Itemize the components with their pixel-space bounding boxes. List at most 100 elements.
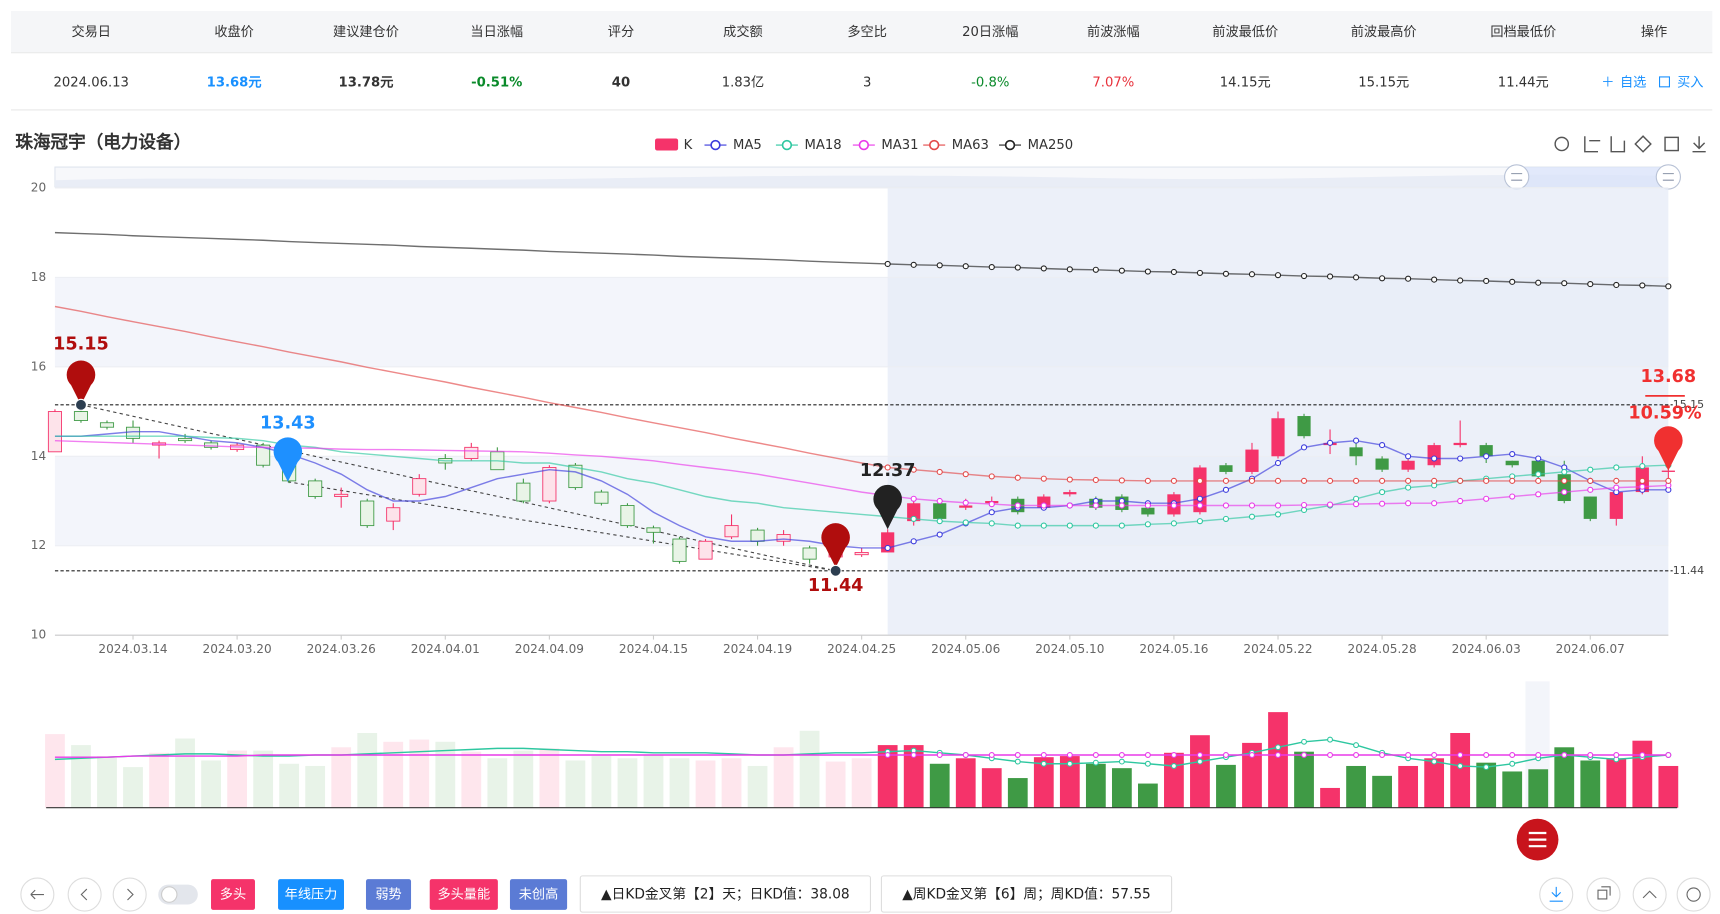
volume-ma-point	[1561, 752, 1568, 758]
table-cell: 1.83亿	[722, 74, 765, 90]
x-tick-label: 2024.04.25	[827, 642, 896, 656]
volume-ma-point	[1092, 752, 1099, 758]
x-tick-label: 2024.04.15	[619, 642, 688, 656]
menu-glyph	[1528, 831, 1547, 848]
ma-point	[1300, 272, 1308, 280]
table-cell: 15.15元	[1358, 75, 1409, 90]
ma-point	[1639, 463, 1646, 470]
slider-window[interactable]	[1516, 167, 1669, 187]
volume-bar	[1216, 764, 1236, 808]
candle-body	[1349, 447, 1363, 457]
y-tick-label: 12	[31, 538, 46, 552]
ma-point	[988, 509, 995, 516]
tag-button[interactable]	[429, 879, 498, 910]
volume-bar	[357, 733, 378, 808]
add-watch[interactable]: 自选	[1620, 74, 1646, 90]
x-tick-label: 2024.03.14	[98, 642, 167, 656]
x-tick-label: 2024.05.16	[1139, 642, 1208, 656]
slider-handle[interactable]	[1655, 164, 1681, 190]
ma-point	[1300, 444, 1308, 451]
copy-button[interactable]	[1586, 877, 1621, 912]
tag-button[interactable]	[278, 879, 344, 910]
nav-next[interactable]	[112, 877, 147, 912]
ma-point	[1092, 502, 1099, 509]
pin-label: 12.37	[860, 461, 916, 481]
ma-point	[1300, 506, 1308, 514]
volume-bar	[669, 758, 690, 808]
reload-glyph	[1686, 887, 1701, 902]
ma-point	[1326, 273, 1334, 280]
volume-bar	[955, 758, 976, 808]
ma-point	[910, 515, 917, 522]
candle-body	[594, 491, 609, 504]
volume-ma-point	[1040, 752, 1047, 758]
tag-button[interactable]	[211, 879, 255, 910]
ma-point	[1196, 502, 1204, 509]
ma-point	[1613, 464, 1620, 471]
candle-body	[776, 534, 791, 542]
volume-ma-point	[962, 752, 969, 758]
legend-label: MA18	[804, 138, 841, 153]
ma-point	[1457, 497, 1464, 505]
toggle-knob	[161, 886, 178, 903]
tag-button[interactable]	[509, 879, 568, 910]
volume-ma-point	[1535, 752, 1542, 758]
refresh-icon[interactable]	[1554, 136, 1570, 152]
slider-handle[interactable]	[1504, 164, 1530, 190]
volume-bar	[1320, 787, 1340, 808]
tag-button[interactable]	[365, 879, 412, 910]
volume-ma-point	[1665, 752, 1672, 758]
ma-point	[1457, 477, 1464, 484]
x-tick-label: 2024.06.07	[1556, 642, 1625, 656]
ma-point	[1535, 471, 1542, 478]
volume-bar	[799, 730, 820, 808]
buy[interactable]: 买入	[1677, 74, 1703, 90]
volume-ma-point	[1639, 752, 1646, 758]
restore-icon[interactable]	[1634, 135, 1652, 153]
ma-point	[1326, 439, 1334, 446]
signal-box	[579, 875, 871, 913]
nav-prev[interactable]	[67, 877, 102, 912]
candle-body	[386, 507, 401, 522]
ma-point	[1248, 477, 1256, 484]
table-header: 成交额	[723, 23, 763, 40]
candle-body	[516, 482, 531, 502]
candle-body	[959, 505, 973, 508]
select-icon[interactable]	[1664, 136, 1679, 152]
ma-point	[936, 468, 943, 476]
y-tick-label: 10	[31, 628, 46, 642]
volume-ma-point	[1196, 752, 1203, 758]
zoom-window-shade	[887, 187, 1669, 636]
zoom-icon[interactable]	[1584, 136, 1601, 153]
volume-bar	[1346, 765, 1366, 808]
reference-label: 15.15	[1673, 398, 1704, 411]
volume-bar	[71, 745, 91, 808]
pin-label: 11.44	[808, 576, 864, 596]
top-button[interactable]	[1632, 877, 1667, 912]
volume-ma-point	[910, 752, 917, 758]
volume-bar	[1476, 762, 1497, 808]
volume-ma-point	[936, 752, 943, 758]
save-icon[interactable]	[1692, 136, 1706, 153]
table-cell: 2024.06.13	[54, 75, 129, 90]
ma-point	[1405, 477, 1412, 484]
menu-button[interactable]	[1516, 818, 1559, 861]
tag-label: 未创高	[519, 886, 559, 903]
x-tick-label: 2024.05.10	[1035, 642, 1104, 656]
ma-point	[1431, 455, 1438, 462]
volume-bar	[1606, 758, 1627, 808]
reload-button[interactable]	[1676, 877, 1711, 912]
ma-point	[1561, 488, 1568, 496]
volume-bar	[1658, 765, 1679, 808]
ma-point	[1300, 477, 1308, 484]
ma-point	[1535, 491, 1542, 498]
x-tick-label: 2024.04.01	[411, 642, 480, 656]
ma-point	[936, 518, 943, 525]
candle-body	[1401, 460, 1415, 470]
zoom-back-icon[interactable]	[1610, 136, 1626, 153]
candle-body	[256, 444, 271, 466]
signal-text: ▲日KD金叉第【2】天；日KD值：38.08	[601, 886, 850, 903]
ma-point	[884, 544, 891, 552]
ma-point	[1066, 502, 1073, 509]
